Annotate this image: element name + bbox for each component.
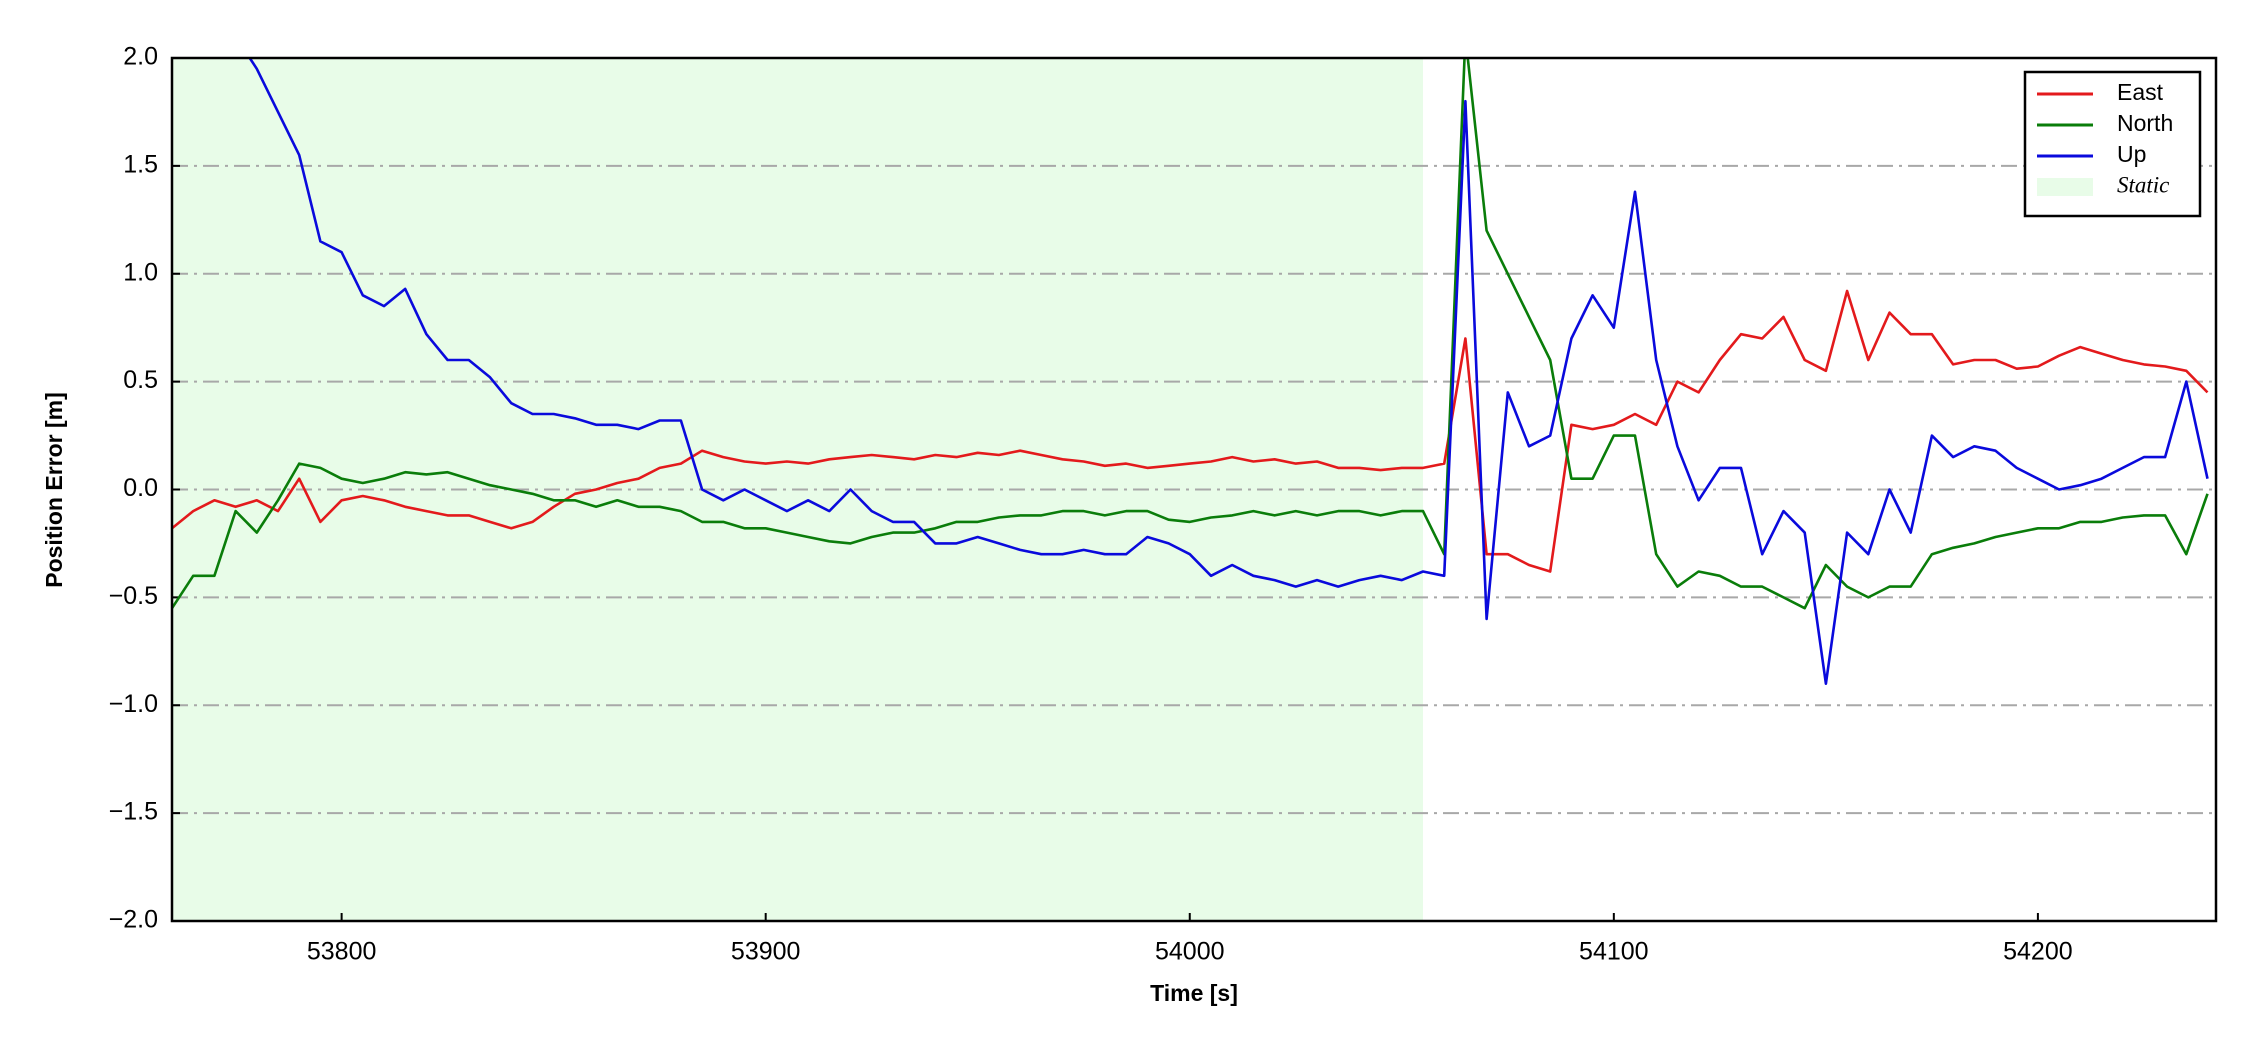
legend-label: Static <box>2117 172 2169 197</box>
x-axis-label: Time [s] <box>1150 980 1238 1006</box>
x-tick-label: 53800 <box>307 938 377 966</box>
legend-label: Up <box>2117 141 2146 167</box>
data-line <box>172 58 2209 610</box>
legend-swatch <box>2037 178 2093 196</box>
y-tick-label: −2.0 <box>109 906 158 934</box>
y-tick-label: −1.0 <box>109 690 158 718</box>
legend-label: East <box>2117 79 2164 105</box>
x-tick-label: 53900 <box>731 938 801 966</box>
y-tick-label: 2.0 <box>123 43 158 71</box>
x-tick-label: 54000 <box>1155 938 1225 966</box>
y-tick-label: −0.5 <box>109 582 158 610</box>
y-tick-label: 0.0 <box>123 474 158 502</box>
plot-lines <box>172 58 2209 686</box>
y-tick-label: 0.5 <box>123 366 158 394</box>
x-tick-label: 54100 <box>1579 938 1649 966</box>
y-tick-label: 1.0 <box>123 258 158 286</box>
plot-frame <box>170 56 2218 923</box>
data-line <box>248 58 2209 686</box>
data-line <box>172 289 2209 573</box>
legend-box <box>2023 70 2202 218</box>
x-tick-label: 54200 <box>2003 938 2073 966</box>
y-tick-label: 1.5 <box>123 150 158 178</box>
legend-label: North <box>2117 110 2173 136</box>
y-axis-label: Position Error [m] <box>41 392 67 588</box>
y-tick-label: −1.5 <box>109 798 158 826</box>
